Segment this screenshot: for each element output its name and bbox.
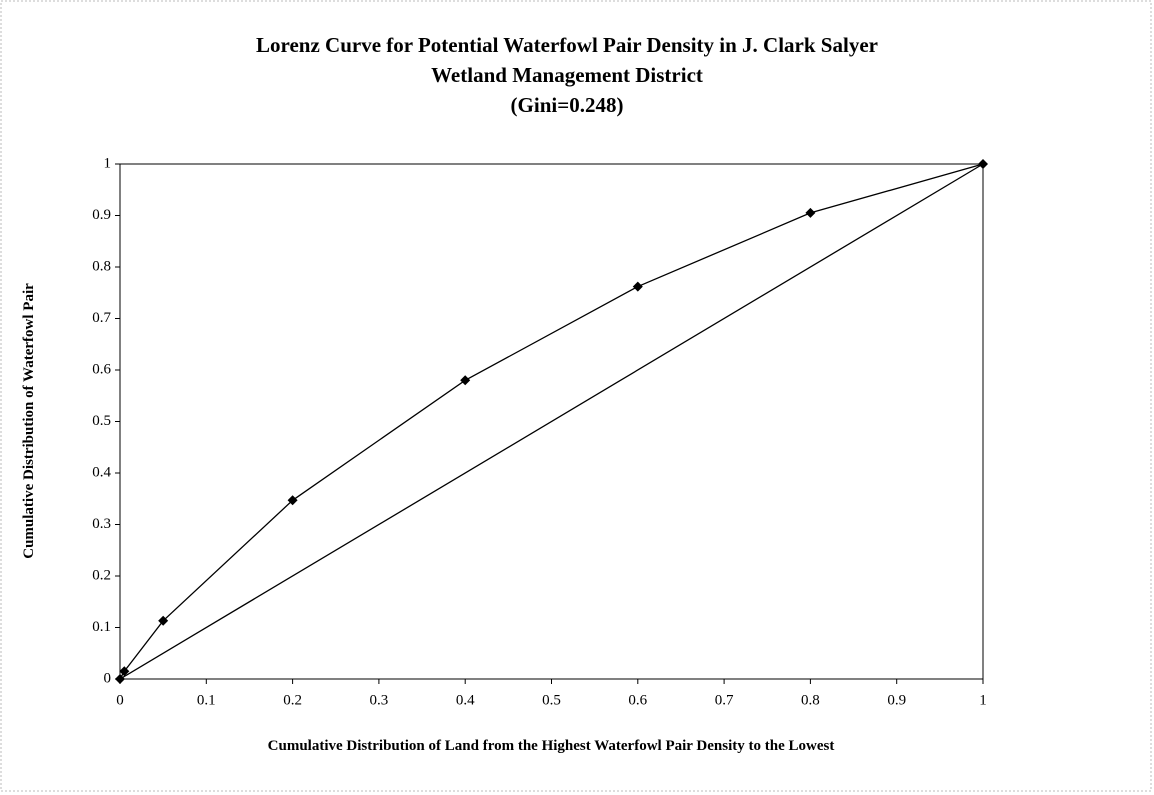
- x-axis-label: Cumulative Distribution of Land from the…: [268, 738, 835, 754]
- line: [119, 163, 984, 680]
- x-tick-label: 0.9: [887, 692, 906, 708]
- y-tick-label: 0.7: [92, 310, 111, 326]
- marker: [460, 375, 471, 386]
- x-tick-label: 0.7: [715, 692, 734, 708]
- y-tick-label: 0.4: [92, 464, 111, 480]
- x-tick-label: 0.2: [283, 692, 302, 708]
- x-tick-label: 0.1: [197, 692, 216, 708]
- y-axis-label: Cumulative Distribution of Waterfowl Pai…: [21, 283, 37, 559]
- x-tick-label: 0.5: [542, 692, 561, 708]
- marker: [805, 207, 816, 218]
- x-tick-label: 0: [116, 692, 124, 708]
- chart-title: Lorenz Curve for Potential Waterfowl Pai…: [256, 33, 878, 57]
- y-tick-label: 1: [104, 155, 112, 171]
- y-tick-label: 0.2: [92, 567, 111, 583]
- chart-title: (Gini=0.248): [511, 93, 624, 117]
- marker: [119, 666, 130, 677]
- x-tick-label: 0.4: [456, 692, 475, 708]
- y-tick-label: 0.5: [92, 413, 111, 429]
- marker: [632, 281, 643, 292]
- y-tick-label: 0.8: [92, 258, 111, 274]
- x-tick-label: 0.8: [801, 692, 820, 708]
- x-tick-label: 0.3: [370, 692, 389, 708]
- line: [119, 163, 984, 680]
- y-tick-label: 0.9: [92, 207, 111, 223]
- y-tick-label: 0.6: [92, 361, 111, 377]
- x-tick-label: 1: [979, 692, 987, 708]
- y-tick-label: 0.1: [92, 619, 111, 635]
- chart-title: Wetland Management District: [431, 63, 703, 87]
- x-tick-label: 0.6: [628, 692, 647, 708]
- y-tick-label: 0: [104, 670, 112, 686]
- marker: [287, 495, 298, 506]
- y-tick-label: 0.3: [92, 516, 111, 532]
- marker: [158, 615, 169, 626]
